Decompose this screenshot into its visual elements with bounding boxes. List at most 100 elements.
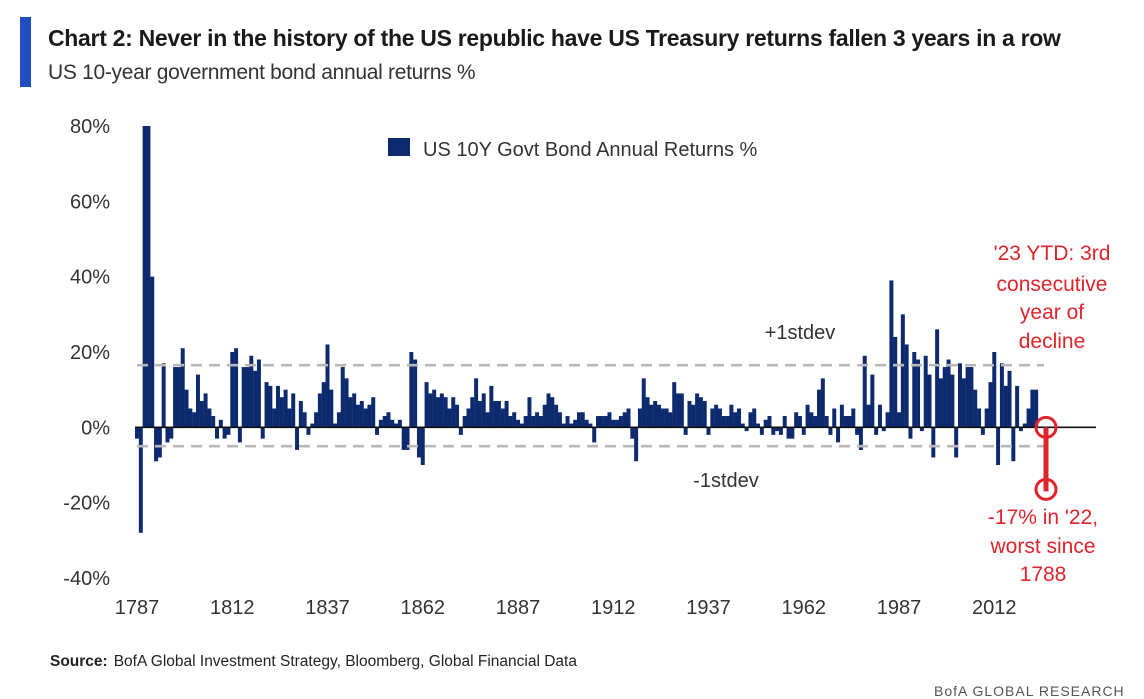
bar xyxy=(378,419,383,428)
bar xyxy=(215,427,220,439)
bar xyxy=(824,416,829,428)
bar xyxy=(424,382,429,428)
bar xyxy=(1018,427,1023,432)
bar xyxy=(420,427,425,465)
y-tick-label: -40% xyxy=(63,568,110,590)
bar xyxy=(157,427,162,458)
bar xyxy=(977,408,982,428)
bar xyxy=(291,393,296,428)
drawdown-annotation-line: 1788 xyxy=(1020,563,1067,586)
bar xyxy=(493,400,498,428)
bar xyxy=(820,378,825,428)
bar xyxy=(1007,370,1012,428)
bar xyxy=(363,408,368,428)
bar xyxy=(897,412,902,428)
bar xyxy=(382,416,387,428)
bar xyxy=(428,393,433,428)
bar xyxy=(748,412,753,428)
bar xyxy=(611,419,616,428)
bar xyxy=(333,423,338,428)
y-tick-label: 0% xyxy=(81,417,110,439)
bar xyxy=(615,419,620,428)
bar xyxy=(237,427,242,443)
bar xyxy=(607,412,612,428)
bar xyxy=(184,389,189,428)
bar xyxy=(340,367,345,428)
drawdown-annotation-line: worst since xyxy=(989,535,1095,558)
bar xyxy=(637,408,642,428)
bar xyxy=(310,423,315,428)
bar xyxy=(416,427,421,458)
bar xyxy=(325,344,330,428)
bar xyxy=(691,404,696,428)
bar xyxy=(889,280,894,428)
x-tick-label: 1862 xyxy=(401,597,446,619)
bar xyxy=(588,423,593,428)
bar xyxy=(432,389,437,428)
bar xyxy=(778,427,783,435)
bar xyxy=(740,423,745,428)
bar xyxy=(912,352,917,428)
bar xyxy=(519,423,524,428)
bar xyxy=(881,427,886,432)
chart-title: Chart 2: Never in the history of the US … xyxy=(48,25,1061,51)
bar xyxy=(877,404,882,428)
x-tick-label: 1787 xyxy=(115,597,160,619)
bar xyxy=(634,427,639,462)
bar xyxy=(329,389,334,428)
bar xyxy=(744,427,749,432)
bar xyxy=(287,408,292,428)
y-tick-label: 60% xyxy=(70,191,110,213)
bar xyxy=(173,367,178,428)
bar xyxy=(858,427,863,450)
bar xyxy=(752,408,757,428)
bar xyxy=(249,355,254,428)
bar xyxy=(942,367,947,428)
bar xyxy=(683,427,688,435)
bar xyxy=(794,412,799,428)
bar xyxy=(592,427,597,443)
bar xyxy=(500,408,505,428)
bar xyxy=(154,427,159,462)
bar xyxy=(279,397,284,428)
bar xyxy=(317,393,322,428)
bar xyxy=(165,427,170,443)
bar xyxy=(576,412,581,428)
bar xyxy=(695,393,700,428)
bar xyxy=(839,404,844,428)
bar xyxy=(626,408,631,428)
x-tick-label: 1987 xyxy=(877,597,922,619)
bar xyxy=(245,367,250,428)
bar xyxy=(260,427,265,439)
x-tick-label: 1912 xyxy=(591,597,636,619)
bar xyxy=(954,427,959,458)
bar xyxy=(542,404,547,428)
bar xyxy=(916,359,921,428)
bar xyxy=(622,412,627,428)
bar xyxy=(698,397,703,428)
bar xyxy=(775,427,780,432)
bar xyxy=(893,336,898,428)
bar xyxy=(862,355,867,428)
bar xyxy=(980,427,985,435)
bar xyxy=(714,404,719,428)
bar xyxy=(466,408,471,428)
bar xyxy=(565,416,570,428)
bar xyxy=(653,400,658,428)
bar xyxy=(211,416,216,428)
bar xyxy=(272,408,277,428)
bar xyxy=(256,359,261,428)
y-axis: 80% 60% 40% 20% 0% -20% -40% xyxy=(63,116,110,590)
bar xyxy=(485,412,490,428)
bar xyxy=(832,408,837,428)
bar xyxy=(222,427,227,439)
bar xyxy=(241,367,246,428)
bar xyxy=(359,400,364,428)
ytd-annotation-line: '23 YTD: 3rd xyxy=(994,242,1111,265)
bar xyxy=(557,412,562,428)
bar xyxy=(733,412,738,428)
legend-swatch xyxy=(388,138,410,156)
bar xyxy=(737,408,741,428)
bar xyxy=(146,126,151,428)
x-tick-label: 1962 xyxy=(782,597,827,619)
